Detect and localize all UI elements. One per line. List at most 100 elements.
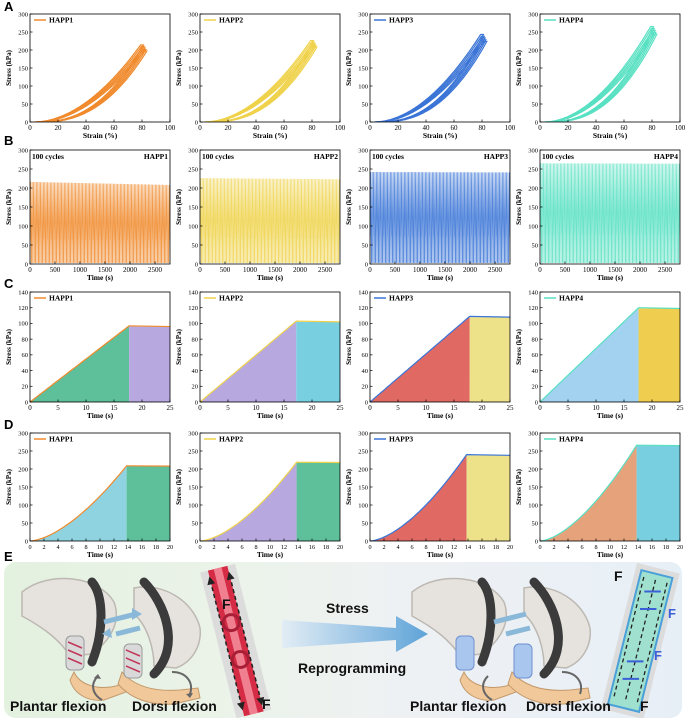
cycle-fill bbox=[127, 184, 128, 241]
cycle-fill bbox=[408, 172, 409, 237]
cycle-fill bbox=[38, 182, 40, 240]
cycle-line bbox=[112, 183, 115, 263]
cycle-line bbox=[63, 182, 66, 263]
cycle-fill bbox=[387, 172, 388, 237]
cycle-fill bbox=[330, 179, 332, 239]
cycle-fill bbox=[670, 163, 672, 234]
y-tick-label: 150 bbox=[18, 204, 28, 211]
y-tick-label: 0 bbox=[535, 538, 538, 545]
cycle-fill bbox=[322, 179, 323, 239]
cycle-line bbox=[653, 163, 656, 263]
cycle-line bbox=[448, 172, 451, 263]
force-label-left-top: F bbox=[222, 596, 231, 612]
y-axis-label: Stress (kPa) bbox=[515, 188, 523, 225]
chart-B4 bbox=[539, 149, 681, 265]
cycle-line bbox=[594, 163, 597, 263]
cycle-line bbox=[113, 183, 116, 263]
x-tick-label: 4 bbox=[56, 544, 59, 551]
cycle-line bbox=[66, 182, 69, 263]
cycle-line bbox=[106, 183, 109, 263]
legend-label: HAPP4 bbox=[654, 152, 678, 161]
hold-area bbox=[469, 317, 510, 402]
cycle-fill bbox=[599, 163, 600, 234]
cycle-line bbox=[276, 178, 279, 263]
cycle-line bbox=[287, 178, 290, 263]
y-axis-label: Stress (kPa) bbox=[175, 328, 183, 365]
cycle-line bbox=[162, 184, 165, 263]
cycle-line bbox=[467, 172, 470, 263]
cycle-fill bbox=[492, 172, 493, 237]
y-tick-label: 300 bbox=[188, 147, 198, 154]
cycle-line bbox=[105, 183, 108, 263]
cycle-line bbox=[580, 163, 583, 263]
cycle-line bbox=[259, 178, 262, 263]
cycle-line bbox=[646, 163, 649, 263]
cycle-line bbox=[393, 172, 396, 263]
y-tick-label: 200 bbox=[188, 185, 198, 192]
y-tick-label: 100 bbox=[358, 223, 368, 230]
cycle-line bbox=[59, 182, 62, 263]
cycle-fill bbox=[383, 172, 384, 237]
cycle-line bbox=[224, 178, 227, 263]
cycle-fill bbox=[611, 163, 613, 234]
y-tick-label: 80 bbox=[192, 336, 199, 343]
y-tick-label: 100 bbox=[528, 223, 538, 230]
cycle-fill bbox=[110, 183, 111, 240]
x-tick-label: 12 bbox=[621, 544, 627, 551]
cycle-line bbox=[431, 172, 434, 263]
y-tick-label: 200 bbox=[188, 47, 198, 54]
force-label-right-side-1: F bbox=[668, 606, 676, 621]
cycle-fill bbox=[488, 172, 489, 237]
cycle-fill bbox=[632, 163, 634, 234]
x-tick-label: 15 bbox=[451, 404, 459, 412]
y-tick-label: 0 bbox=[365, 119, 368, 126]
cycle-line bbox=[460, 172, 463, 263]
y-tick-label: 250 bbox=[528, 29, 538, 36]
cycle-fill bbox=[653, 163, 655, 234]
cycle-line bbox=[215, 178, 218, 263]
right-plantar-shoe bbox=[411, 577, 508, 657]
cycle-fill bbox=[504, 172, 506, 237]
y-tick-label: 150 bbox=[188, 65, 198, 72]
x-tick-label: 25 bbox=[337, 404, 345, 412]
y-tick-label: 0 bbox=[25, 399, 28, 406]
cycle-line bbox=[459, 172, 462, 263]
y-axis-label: Stress (kPa) bbox=[345, 328, 353, 365]
y-axis-label: Stress (kPa) bbox=[5, 188, 13, 225]
hold-area bbox=[466, 455, 510, 541]
x-tick-label: 20 bbox=[337, 544, 343, 551]
cycle-line bbox=[209, 178, 212, 263]
cycle-line bbox=[96, 183, 99, 263]
cycle-fill bbox=[628, 163, 630, 234]
x-tick-label: 100 bbox=[165, 124, 176, 132]
y-axis-label: Stress (kPa) bbox=[515, 49, 523, 86]
x-axis-label: Strain (%) bbox=[593, 131, 628, 140]
x-tick-label: 80 bbox=[309, 124, 317, 132]
y-tick-label: 50 bbox=[192, 101, 199, 108]
cycle-fill bbox=[624, 163, 626, 234]
cycle-line bbox=[144, 184, 147, 263]
chart-plot bbox=[370, 453, 510, 541]
cycle-fill bbox=[47, 182, 48, 240]
x-tick-label: 1000 bbox=[243, 266, 258, 274]
cycle-line bbox=[446, 172, 449, 263]
plot-frame bbox=[29, 291, 171, 403]
cycle-line bbox=[89, 183, 92, 263]
cycle-line bbox=[584, 163, 587, 263]
cycle-line bbox=[318, 179, 321, 263]
cycle-fill bbox=[666, 163, 668, 234]
hysteresis-loop bbox=[547, 33, 658, 122]
cycle-fill bbox=[208, 178, 210, 239]
x-tick-label: 5 bbox=[56, 404, 60, 412]
chart-D2 bbox=[199, 432, 341, 542]
x-tick-label: 2500 bbox=[148, 266, 163, 274]
cycle-line bbox=[220, 178, 223, 263]
y-tick-label: 60 bbox=[22, 352, 29, 359]
cycle-fill bbox=[553, 163, 554, 234]
cycle-line bbox=[498, 172, 501, 263]
cycle-line bbox=[49, 182, 52, 263]
cycle-fill bbox=[267, 178, 269, 239]
load-area bbox=[30, 465, 127, 541]
y-tick-label: 50 bbox=[22, 520, 29, 527]
cycles-annotation: 100 cycles bbox=[372, 152, 404, 161]
